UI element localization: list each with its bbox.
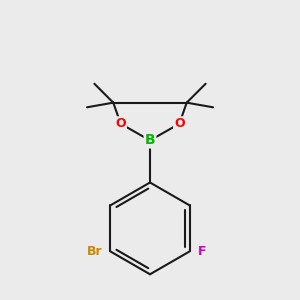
- Text: O: O: [115, 117, 126, 130]
- Text: F: F: [198, 245, 206, 258]
- Text: Br: Br: [87, 245, 103, 258]
- Text: O: O: [174, 117, 185, 130]
- Text: B: B: [145, 134, 155, 147]
